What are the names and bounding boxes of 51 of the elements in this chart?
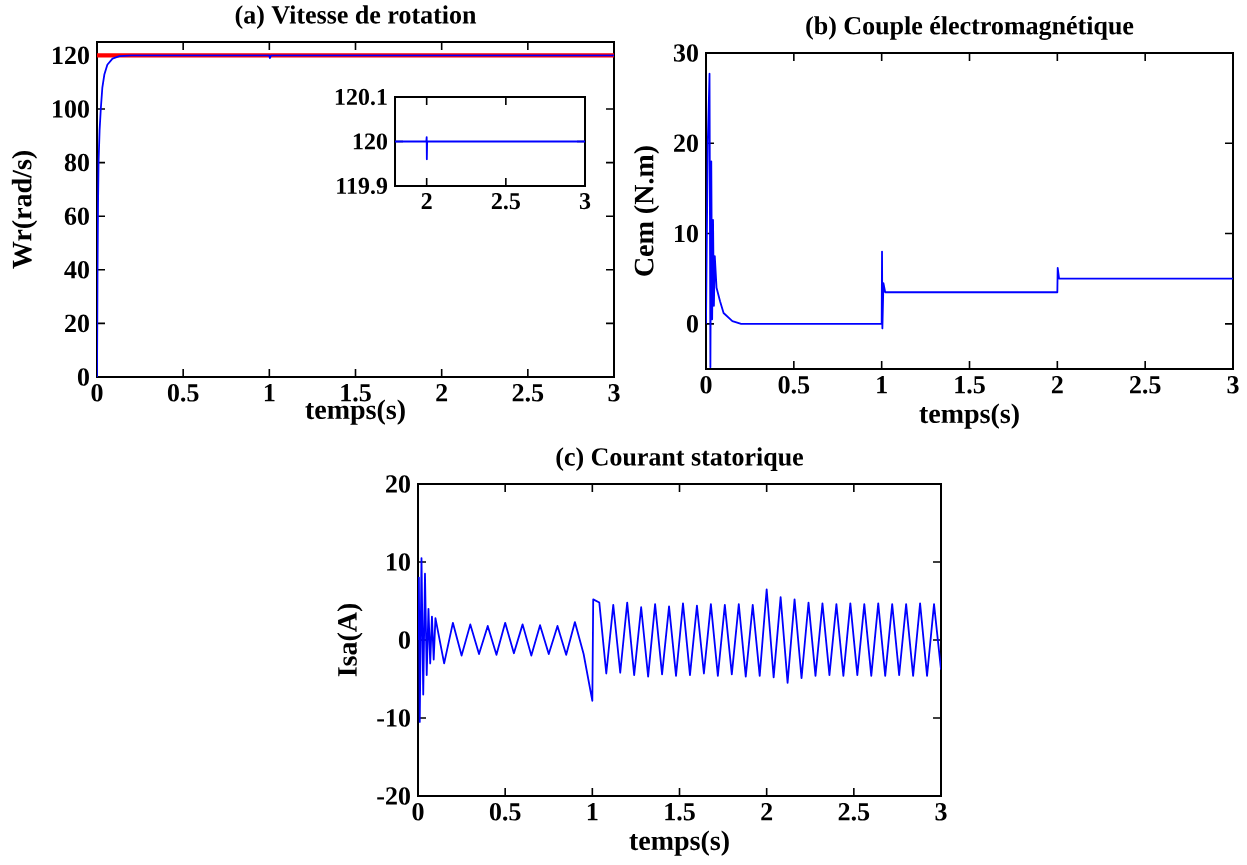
- y-tick-label: 0: [686, 315, 698, 333]
- y-tick-label: 100: [53, 100, 89, 118]
- x-tick-label: 0.5: [167, 384, 199, 402]
- x-tick-label: 0: [91, 384, 103, 402]
- y-axis-title: Isa(A): [337, 603, 363, 677]
- x-axis-title: temps(s): [919, 403, 1019, 429]
- x-tick-label: 0.5: [778, 376, 810, 394]
- y-tick-label: 60: [64, 207, 89, 225]
- x-tick-label: 1: [877, 376, 887, 394]
- x-tick-label: 0: [700, 376, 712, 394]
- x-tick-label: 0.5: [489, 803, 521, 821]
- y-tick-label: 0: [398, 631, 410, 649]
- x-tick-label: 3: [608, 384, 620, 402]
- y-tick-label: 30: [673, 44, 698, 62]
- y-tick-label: -20: [377, 787, 410, 805]
- x-axis-title: temps(s): [629, 830, 729, 856]
- x-tick-label: 2.5: [1130, 376, 1161, 394]
- x-tick-label: 2.5: [838, 803, 870, 821]
- x-tick-label: 2: [761, 803, 773, 821]
- line-series: [418, 557, 942, 723]
- y-tick-label: 20: [65, 314, 89, 333]
- x-tick-label: 3: [935, 803, 947, 821]
- x-tick-label: 3: [579, 193, 591, 210]
- x-tick-label: 1: [264, 384, 275, 402]
- x-tick-label: 2.5: [491, 193, 520, 210]
- x-tick-label: 1: [587, 803, 598, 821]
- y-tick-label: 120.1: [335, 88, 387, 106]
- y-tick-label: 20: [674, 134, 698, 153]
- y-tick-label: 10: [387, 553, 410, 571]
- x-tick-label: 1.5: [955, 376, 985, 394]
- y-tick-label: 120: [53, 46, 89, 65]
- y-tick-label: 20: [386, 475, 410, 493]
- x-tick-label: 2: [1051, 376, 1063, 394]
- y-tick-label: 80: [64, 153, 89, 172]
- y-tick-label: 119.9: [337, 177, 388, 195]
- chart-title: (a) Vitesse de rotation: [235, 5, 477, 29]
- x-tick-label: 2.5: [512, 384, 544, 402]
- y-axis-title: Wr(rad/s): [11, 151, 38, 269]
- y-tick-label: -10: [377, 709, 410, 727]
- chart-title: (c) Courant statorique: [556, 447, 803, 471]
- x-tick-label: 2: [421, 193, 432, 209]
- x-tick-label: 0: [412, 803, 424, 821]
- x-tick-label: 2: [436, 384, 448, 402]
- y-tick-label: 40: [64, 261, 89, 279]
- x-tick-label: 3: [1227, 376, 1239, 394]
- y-tick-label: 10: [675, 224, 698, 243]
- y-axis-title: Cem (N.m): [633, 146, 660, 276]
- x-tick-label: 1.5: [665, 803, 695, 821]
- y-tick-label: 120: [353, 133, 388, 150]
- chart-title: (b) Couple électromagnétique: [806, 16, 1134, 40]
- line-series: [706, 72, 1234, 369]
